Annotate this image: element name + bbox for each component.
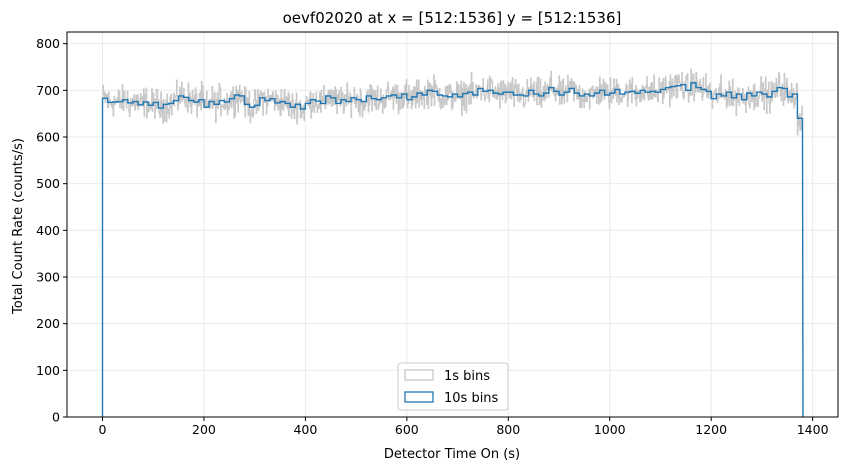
legend-label-1s: 1s bins — [444, 369, 490, 384]
series-1s-bins — [102, 68, 804, 136]
y-tick-label: 400 — [36, 223, 60, 238]
series-1s-line — [102, 68, 804, 136]
x-tick-label: 400 — [293, 422, 317, 437]
x-tick-label: 0 — [99, 422, 107, 437]
x-tick-label: 1200 — [695, 422, 727, 437]
legend-swatch-1s — [404, 369, 434, 381]
legend-swatch-10s — [404, 391, 434, 403]
x-tick-label: 1000 — [594, 422, 626, 437]
x-tick-label: 800 — [496, 422, 520, 437]
y-tick-label: 300 — [36, 270, 60, 285]
y-tick-label: 100 — [36, 363, 60, 378]
plot-frame — [66, 31, 839, 418]
chart-title: oevf02020 at x = [512:1536] y = [512:153… — [283, 9, 622, 27]
plot-area — [101, 68, 804, 418]
y-tick-label: 800 — [36, 36, 60, 51]
series-10s-bins — [101, 82, 804, 418]
y-axis: 0 100 200 300 400 500 600 700 800 — [36, 36, 67, 425]
y-tick-label: 500 — [36, 176, 60, 191]
y-tick-label: 0 — [52, 410, 60, 425]
y-axis-label: Total Count Rate (counts/s) — [11, 138, 26, 315]
series-10s-line — [101, 82, 804, 418]
legend: 1s bins 10s bins — [397, 362, 509, 411]
y-tick-label: 600 — [36, 130, 60, 145]
x-axis-label: Detector Time On (s) — [384, 447, 520, 462]
y-tick-label: 700 — [36, 83, 60, 98]
legend-frame — [397, 362, 509, 411]
y-tick-label: 200 — [36, 316, 60, 331]
x-tick-label: 600 — [395, 422, 419, 437]
x-tick-label: 200 — [192, 422, 216, 437]
x-axis: 0 200 400 600 800 1000 1200 1400 — [99, 417, 829, 437]
x-tick-label: 1400 — [797, 422, 829, 437]
legend-label-10s: 10s bins — [444, 391, 499, 406]
